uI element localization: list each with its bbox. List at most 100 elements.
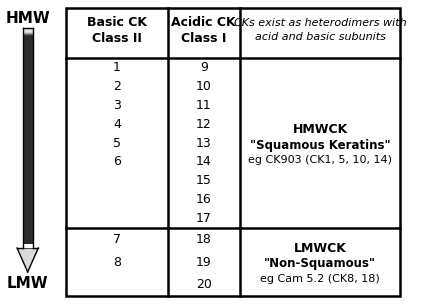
Polygon shape [17, 249, 38, 251]
Polygon shape [17, 249, 38, 256]
Bar [23, 34, 33, 160]
Text: 20: 20 [196, 278, 212, 291]
Text: 11: 11 [196, 99, 212, 112]
Bar [23, 34, 33, 142]
Text: 4: 4 [113, 118, 121, 130]
Polygon shape [17, 249, 38, 258]
Bar [23, 33, 33, 83]
Polygon shape [18, 250, 38, 270]
Bar [23, 33, 33, 72]
Polygon shape [17, 248, 38, 249]
Bar [23, 35, 33, 193]
Text: 14: 14 [196, 155, 212, 168]
Bar [23, 33, 33, 65]
Text: eg CK903 (CK1, 5, 10, 14): eg CK903 (CK1, 5, 10, 14) [248, 155, 392, 165]
Bar [23, 33, 33, 105]
Bar [23, 36, 33, 244]
Text: "Non-Squamous": "Non-Squamous" [264, 258, 376, 270]
Bar [23, 35, 33, 211]
Text: LMW: LMW [7, 277, 48, 292]
Text: HMW: HMW [6, 10, 50, 25]
Polygon shape [18, 249, 38, 261]
Polygon shape [17, 249, 38, 258]
Bar [23, 33, 33, 61]
Text: 3: 3 [113, 99, 121, 112]
Text: 16: 16 [196, 193, 212, 206]
Polygon shape [18, 249, 38, 266]
Bar [66, 8, 400, 296]
Bar [23, 32, 33, 35]
Bar [23, 35, 33, 215]
Polygon shape [18, 249, 38, 262]
Bar [23, 35, 33, 178]
Bar [23, 32, 33, 39]
Bar [23, 33, 33, 43]
Bar [23, 34, 33, 153]
Bar [23, 36, 33, 241]
Polygon shape [18, 250, 38, 271]
Text: 6: 6 [113, 155, 121, 168]
Text: eg Cam 5.2 (CK8, 18): eg Cam 5.2 (CK8, 18) [260, 274, 380, 284]
Text: 1: 1 [113, 61, 121, 74]
Bar [23, 35, 33, 208]
Text: 2: 2 [113, 80, 121, 93]
Bar [23, 34, 33, 156]
Polygon shape [18, 249, 38, 263]
Bar [23, 34, 33, 127]
Bar [23, 33, 33, 76]
Bar [23, 35, 33, 186]
Bar [23, 36, 33, 226]
Text: Class I: Class I [181, 32, 226, 45]
Text: 17: 17 [196, 212, 212, 225]
Polygon shape [18, 249, 38, 264]
Bar [23, 36, 33, 233]
Text: CKs exist as heterodimers with
acid and basic subunits: CKs exist as heterodimers with acid and … [234, 18, 406, 42]
Bar [23, 34, 33, 164]
Bar [23, 33, 33, 68]
Bar [23, 33, 33, 101]
Text: 10: 10 [196, 80, 212, 93]
Polygon shape [18, 250, 38, 267]
Text: 12: 12 [196, 118, 212, 130]
Bar [23, 35, 33, 171]
Polygon shape [17, 249, 38, 250]
Polygon shape [18, 250, 38, 269]
Bar [23, 35, 33, 200]
Polygon shape [18, 249, 38, 266]
Polygon shape [18, 250, 38, 270]
Bar [23, 35, 33, 219]
Text: 13: 13 [196, 137, 212, 150]
Bar [23, 35, 33, 222]
Text: 8: 8 [113, 255, 121, 269]
Bar [23, 34, 33, 145]
Polygon shape [17, 249, 38, 255]
Bar [23, 35, 33, 189]
Bar [23, 36, 33, 230]
Bar [23, 33, 33, 54]
Text: 5: 5 [113, 137, 121, 150]
Text: "Squamous Keratins": "Squamous Keratins" [250, 138, 391, 151]
Bar [23, 34, 33, 131]
Bar [23, 34, 33, 120]
Bar [23, 35, 33, 197]
Bar [23, 34, 33, 123]
Bar [23, 35, 33, 182]
Text: LMWCK: LMWCK [293, 242, 346, 255]
Bar [23, 33, 33, 50]
Bar [23, 28, 33, 32]
Bar [23, 34, 33, 134]
Bar [23, 34, 33, 167]
Polygon shape [17, 249, 38, 251]
Polygon shape [17, 249, 38, 255]
Polygon shape [17, 249, 38, 252]
Bar [23, 33, 33, 112]
Text: Class II: Class II [92, 32, 142, 45]
Bar [23, 33, 33, 98]
Polygon shape [17, 249, 38, 253]
Bar [23, 33, 33, 90]
Bar [23, 33, 33, 94]
Polygon shape [18, 250, 38, 268]
Bar [23, 33, 33, 79]
Bar [23, 33, 33, 46]
Polygon shape [18, 249, 38, 265]
